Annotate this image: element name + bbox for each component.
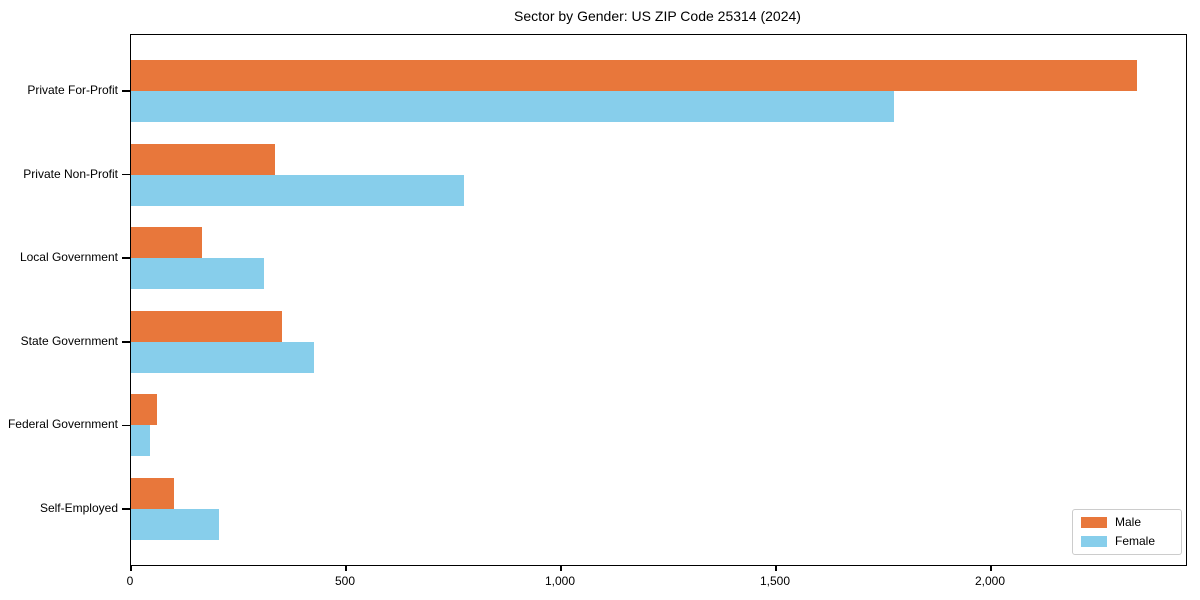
bar-female-1 — [131, 174, 465, 206]
y-axis-label: Local Government — [19, 250, 118, 265]
bar-male-2 — [131, 227, 202, 259]
legend-swatch-male — [1081, 517, 1107, 528]
y-tick — [122, 341, 130, 343]
y-axis-label: Private For-Profit — [27, 83, 118, 97]
bar-female-0 — [131, 91, 895, 122]
bar-female-4 — [131, 425, 151, 457]
legend-item-female: Female — [1081, 535, 1173, 548]
bar-female-3 — [131, 341, 314, 373]
plot-area: Male Female — [122, 34, 1187, 571]
y-axis-label: Self-Employed — [39, 501, 118, 515]
y-tick — [122, 90, 130, 92]
x-tick — [130, 565, 132, 571]
bar-male-4 — [131, 394, 157, 426]
x-tick — [990, 565, 992, 571]
y-tick — [122, 424, 130, 427]
y-tick — [122, 173, 130, 176]
legend-label-female: Female — [1115, 534, 1156, 548]
x-tick — [560, 565, 562, 571]
legend-label-male: Male — [1115, 515, 1142, 529]
legend: Male Female — [1072, 509, 1182, 555]
x-axis-tick-label: 500 — [334, 574, 356, 588]
bar-male-1 — [131, 143, 276, 175]
y-tick — [122, 508, 130, 510]
x-tick — [345, 565, 347, 571]
x-axis-tick-label: 2,000 — [974, 574, 1006, 588]
chart-title: Sector by Gender: US ZIP Code 25314 (202… — [514, 8, 801, 24]
y-axis-label: Federal Government — [7, 417, 118, 432]
y-axis-label: Private Non-Profit — [23, 166, 118, 181]
y-tick — [122, 257, 130, 259]
x-axis-tick-label: 0 — [126, 574, 134, 588]
y-axis-label: State Government — [20, 333, 118, 348]
bar-female-5 — [131, 509, 220, 540]
x-axis-tick-label: 1,000 — [544, 574, 576, 588]
bar-male-5 — [131, 478, 174, 509]
legend-item-male: Male — [1081, 516, 1173, 529]
bar-male-3 — [131, 310, 282, 342]
bar-male-0 — [131, 60, 1138, 91]
x-axis-tick-label: 1,500 — [759, 574, 791, 588]
legend-swatch-female — [1081, 536, 1107, 547]
bar-female-2 — [131, 258, 265, 290]
x-tick — [775, 565, 777, 571]
